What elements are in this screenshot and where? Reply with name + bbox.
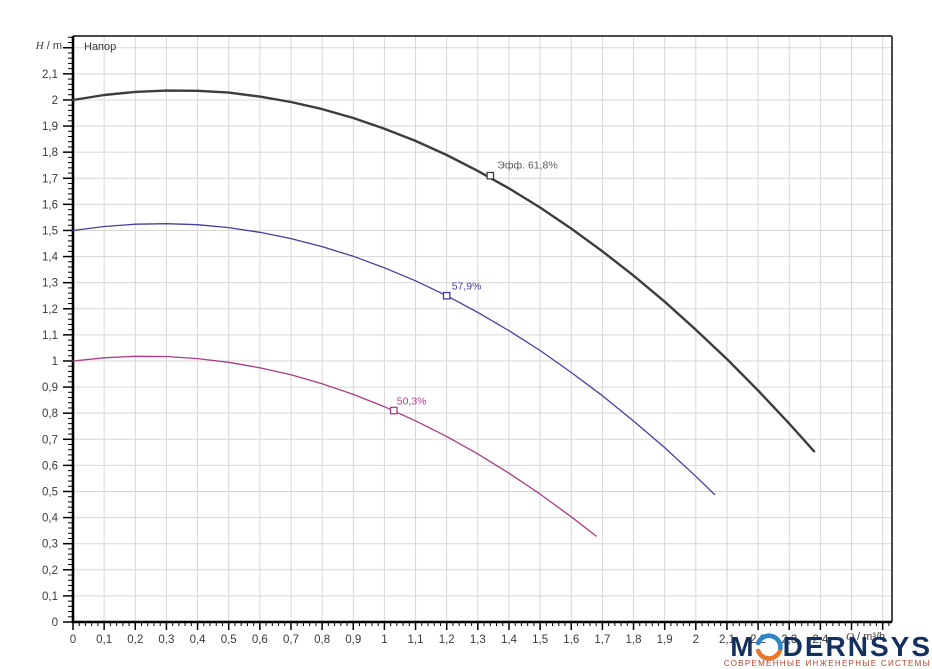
y-tick-label: 0,1 [42,591,58,603]
efficiency-marker [442,291,451,300]
y-tick-label: 0,6 [42,460,58,472]
y-tick-label: 1,4 [42,252,59,264]
y-tick-label: 1,5 [42,225,58,237]
y-tick-label: 0,8 [42,408,58,420]
x-tick-label: 1,9 [657,634,673,646]
y-axis-unit: / m [43,40,62,52]
logo-subtitle: СОВРЕМЕННЫЕ ИНЖЕНЕРНЫЕ СИСТЕМЫ [723,659,931,668]
efficiency-marker [486,171,495,180]
x-tick-label: 2 [693,634,699,646]
x-tick-label: 2,4 [812,634,829,646]
y-axis-symbol: H [35,40,44,52]
efficiency-marker [389,406,398,415]
speed-2-curve [72,223,716,496]
x-tick-label: 0 [70,634,76,646]
x-tick-label: 1,4 [501,634,518,646]
x-tick-label: 0,6 [252,634,268,646]
x-tick-label: 0,7 [283,634,299,646]
x-tick-label: 1,6 [563,634,579,646]
x-tick-label: 1,8 [626,634,642,646]
logo-wordmark: M DERNSYS [730,632,932,662]
x-tick-label: 1 [381,634,387,646]
x-tick-label: 1,3 [470,634,486,646]
y-tick-label: 0,5 [42,486,58,498]
x-tick-label: 1,1 [408,634,424,646]
y-tick-label: 0,2 [42,565,58,577]
y-axis-label: H / m [28,40,62,52]
x-tick-label: 2,3 [781,634,797,646]
x-axis-label: Q / m³/h [846,631,885,643]
y-tick-label: 0 [52,617,58,629]
x-tick-label: 0,4 [190,634,207,646]
x-axis-symbol: Q [846,631,854,643]
y-tick-label: 0,9 [42,382,58,394]
x-tick-label: 0,1 [96,634,112,646]
logo-o-icon [755,633,783,661]
y-tick-label: 1,3 [42,278,58,290]
efficiency-label: Эфф. 61,8% [497,160,557,172]
x-axis-unit: / m³/h [853,631,886,643]
y-tick-label: 1,8 [42,147,58,159]
y-tick-label: 0,7 [42,434,58,446]
y-tick-label: 0,3 [42,539,58,551]
x-tick-label: 1,5 [532,634,548,646]
x-tick-label: 2,1 [719,634,735,646]
x-tick-label: 0,8 [314,634,330,646]
y-tick-label: 0,4 [42,513,59,525]
modernsys-logo: M DERNSYS СОВРЕМЕННЫЕ ИНЖЕНЕРНЫЕ СИСТЕМЫ [724,632,932,669]
logo-letters-rest: DERNSYS [782,631,932,662]
y-tick-label: 1,9 [42,121,58,133]
efficiency-label: 50,3% [397,396,427,408]
x-tick-label: 1,7 [594,634,610,646]
y-tick-label: 1,7 [42,173,58,185]
x-tick-label: 0,2 [127,634,143,646]
y-tick-label: 1,1 [42,330,58,342]
chart-title: Напор [84,41,117,53]
x-tick-label: 0,5 [221,634,237,646]
speed-3-curve [71,89,816,453]
y-tick-label: 1 [52,356,58,368]
x-tick-label: 0,9 [345,634,361,646]
x-tick-label: 1,2 [439,634,455,646]
y-tick-label: 2 [52,95,58,107]
y-tick-label: 2,1 [42,69,58,81]
logo-o-bottom-arc [755,648,782,661]
y-tick-label: 1,6 [42,199,58,211]
logo-letter-m: M [730,631,756,662]
speed-1-curve [72,355,597,537]
logo-o-top-arc [755,633,783,652]
efficiency-label: 57,9% [452,281,482,293]
y-tick-label: 1,2 [42,304,58,316]
x-tick-label: 0,3 [158,634,174,646]
